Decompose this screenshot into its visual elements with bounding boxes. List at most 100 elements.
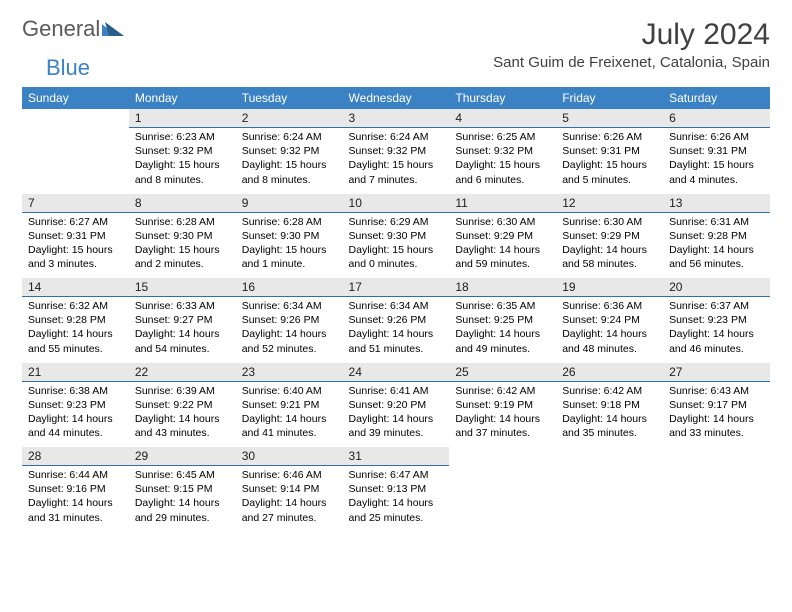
day-data-row: Sunrise: 6:32 AMSunset: 9:28 PMDaylight:… bbox=[22, 297, 770, 363]
day-cell: Sunrise: 6:42 AMSunset: 9:19 PMDaylight:… bbox=[449, 381, 556, 447]
sunrise-text: Sunrise: 6:44 AM bbox=[28, 468, 123, 482]
day-data-row: Sunrise: 6:27 AMSunset: 9:31 PMDaylight:… bbox=[22, 212, 770, 278]
sunrise-text: Sunrise: 6:28 AM bbox=[242, 215, 337, 229]
day-number: 16 bbox=[236, 278, 343, 297]
daylight-text: Daylight: 15 hours and 2 minutes. bbox=[135, 243, 230, 271]
day-number: 17 bbox=[343, 278, 450, 297]
sunset-text: Sunset: 9:16 PM bbox=[28, 482, 123, 496]
day-cell: Sunrise: 6:47 AMSunset: 9:13 PMDaylight:… bbox=[343, 466, 450, 532]
day-number: 9 bbox=[236, 194, 343, 213]
sunrise-text: Sunrise: 6:39 AM bbox=[135, 384, 230, 398]
day-number: 23 bbox=[236, 363, 343, 382]
daylight-text: Daylight: 15 hours and 5 minutes. bbox=[562, 158, 657, 186]
weekday-header: Sunday bbox=[22, 87, 129, 109]
sunrise-text: Sunrise: 6:29 AM bbox=[349, 215, 444, 229]
sunset-text: Sunset: 9:26 PM bbox=[349, 313, 444, 327]
day-number: 19 bbox=[556, 278, 663, 297]
day-number: 6 bbox=[663, 109, 770, 128]
sunrise-text: Sunrise: 6:33 AM bbox=[135, 299, 230, 313]
day-number: 14 bbox=[22, 278, 129, 297]
sunset-text: Sunset: 9:24 PM bbox=[562, 313, 657, 327]
day-cell: Sunrise: 6:28 AMSunset: 9:30 PMDaylight:… bbox=[236, 212, 343, 278]
day-number: 13 bbox=[663, 194, 770, 213]
month-year: July 2024 bbox=[493, 18, 770, 52]
day-number: 12 bbox=[556, 194, 663, 213]
sunset-text: Sunset: 9:19 PM bbox=[455, 398, 550, 412]
daylight-text: Daylight: 14 hours and 48 minutes. bbox=[562, 327, 657, 355]
sunrise-text: Sunrise: 6:38 AM bbox=[28, 384, 123, 398]
daylight-text: Daylight: 14 hours and 35 minutes. bbox=[562, 412, 657, 440]
day-number: 24 bbox=[343, 363, 450, 382]
day-cell: Sunrise: 6:41 AMSunset: 9:20 PMDaylight:… bbox=[343, 381, 450, 447]
day-cell: Sunrise: 6:28 AMSunset: 9:30 PMDaylight:… bbox=[129, 212, 236, 278]
daylight-text: Daylight: 15 hours and 8 minutes. bbox=[242, 158, 337, 186]
day-number: 5 bbox=[556, 109, 663, 128]
daylight-text: Daylight: 14 hours and 54 minutes. bbox=[135, 327, 230, 355]
day-number bbox=[22, 109, 129, 128]
daylight-text: Daylight: 14 hours and 25 minutes. bbox=[349, 496, 444, 524]
sunset-text: Sunset: 9:27 PM bbox=[135, 313, 230, 327]
daylight-text: Daylight: 14 hours and 29 minutes. bbox=[135, 496, 230, 524]
sunset-text: Sunset: 9:31 PM bbox=[28, 229, 123, 243]
day-number: 26 bbox=[556, 363, 663, 382]
sunrise-text: Sunrise: 6:36 AM bbox=[562, 299, 657, 313]
sunrise-text: Sunrise: 6:34 AM bbox=[349, 299, 444, 313]
daylight-text: Daylight: 14 hours and 44 minutes. bbox=[28, 412, 123, 440]
day-number-row: 21222324252627 bbox=[22, 363, 770, 382]
day-number: 1 bbox=[129, 109, 236, 128]
sunset-text: Sunset: 9:25 PM bbox=[455, 313, 550, 327]
sunset-text: Sunset: 9:30 PM bbox=[135, 229, 230, 243]
sunrise-text: Sunrise: 6:32 AM bbox=[28, 299, 123, 313]
logo-text-blue: Blue bbox=[46, 55, 90, 80]
day-cell: Sunrise: 6:32 AMSunset: 9:28 PMDaylight:… bbox=[22, 297, 129, 363]
location: Sant Guim de Freixenet, Catalonia, Spain bbox=[493, 54, 770, 71]
daylight-text: Daylight: 15 hours and 8 minutes. bbox=[135, 158, 230, 186]
day-number: 31 bbox=[343, 447, 450, 466]
sunrise-text: Sunrise: 6:25 AM bbox=[455, 130, 550, 144]
sunset-text: Sunset: 9:15 PM bbox=[135, 482, 230, 496]
sunset-text: Sunset: 9:21 PM bbox=[242, 398, 337, 412]
daylight-text: Daylight: 14 hours and 43 minutes. bbox=[135, 412, 230, 440]
day-cell: Sunrise: 6:30 AMSunset: 9:29 PMDaylight:… bbox=[449, 212, 556, 278]
sunset-text: Sunset: 9:32 PM bbox=[135, 144, 230, 158]
sunrise-text: Sunrise: 6:23 AM bbox=[135, 130, 230, 144]
daylight-text: Daylight: 14 hours and 52 minutes. bbox=[242, 327, 337, 355]
day-number: 28 bbox=[22, 447, 129, 466]
daylight-text: Daylight: 14 hours and 39 minutes. bbox=[349, 412, 444, 440]
day-cell: Sunrise: 6:23 AMSunset: 9:32 PMDaylight:… bbox=[129, 128, 236, 194]
day-cell: Sunrise: 6:26 AMSunset: 9:31 PMDaylight:… bbox=[556, 128, 663, 194]
daylight-text: Daylight: 14 hours and 31 minutes. bbox=[28, 496, 123, 524]
sunrise-text: Sunrise: 6:28 AM bbox=[135, 215, 230, 229]
weekday-header: Monday bbox=[129, 87, 236, 109]
sunrise-text: Sunrise: 6:42 AM bbox=[455, 384, 550, 398]
weekday-header: Tuesday bbox=[236, 87, 343, 109]
day-cell: Sunrise: 6:24 AMSunset: 9:32 PMDaylight:… bbox=[236, 128, 343, 194]
day-cell: Sunrise: 6:40 AMSunset: 9:21 PMDaylight:… bbox=[236, 381, 343, 447]
day-cell: Sunrise: 6:37 AMSunset: 9:23 PMDaylight:… bbox=[663, 297, 770, 363]
day-cell: Sunrise: 6:45 AMSunset: 9:15 PMDaylight:… bbox=[129, 466, 236, 532]
daylight-text: Daylight: 14 hours and 27 minutes. bbox=[242, 496, 337, 524]
day-cell: Sunrise: 6:27 AMSunset: 9:31 PMDaylight:… bbox=[22, 212, 129, 278]
day-number bbox=[663, 447, 770, 466]
day-cell: Sunrise: 6:44 AMSunset: 9:16 PMDaylight:… bbox=[22, 466, 129, 532]
sunset-text: Sunset: 9:20 PM bbox=[349, 398, 444, 412]
day-cell: Sunrise: 6:31 AMSunset: 9:28 PMDaylight:… bbox=[663, 212, 770, 278]
sunset-text: Sunset: 9:17 PM bbox=[669, 398, 764, 412]
daylight-text: Daylight: 14 hours and 46 minutes. bbox=[669, 327, 764, 355]
day-cell: Sunrise: 6:42 AMSunset: 9:18 PMDaylight:… bbox=[556, 381, 663, 447]
day-number: 3 bbox=[343, 109, 450, 128]
daylight-text: Daylight: 14 hours and 58 minutes. bbox=[562, 243, 657, 271]
sunrise-text: Sunrise: 6:26 AM bbox=[562, 130, 657, 144]
day-cell: Sunrise: 6:29 AMSunset: 9:30 PMDaylight:… bbox=[343, 212, 450, 278]
day-number-row: 28293031 bbox=[22, 447, 770, 466]
day-number: 25 bbox=[449, 363, 556, 382]
sunrise-text: Sunrise: 6:43 AM bbox=[669, 384, 764, 398]
sunrise-text: Sunrise: 6:31 AM bbox=[669, 215, 764, 229]
day-cell: Sunrise: 6:46 AMSunset: 9:14 PMDaylight:… bbox=[236, 466, 343, 532]
weekday-header: Wednesday bbox=[343, 87, 450, 109]
daylight-text: Daylight: 14 hours and 56 minutes. bbox=[669, 243, 764, 271]
sunset-text: Sunset: 9:18 PM bbox=[562, 398, 657, 412]
weekday-header: Thursday bbox=[449, 87, 556, 109]
day-cell: Sunrise: 6:38 AMSunset: 9:23 PMDaylight:… bbox=[22, 381, 129, 447]
day-data-row: Sunrise: 6:44 AMSunset: 9:16 PMDaylight:… bbox=[22, 466, 770, 532]
